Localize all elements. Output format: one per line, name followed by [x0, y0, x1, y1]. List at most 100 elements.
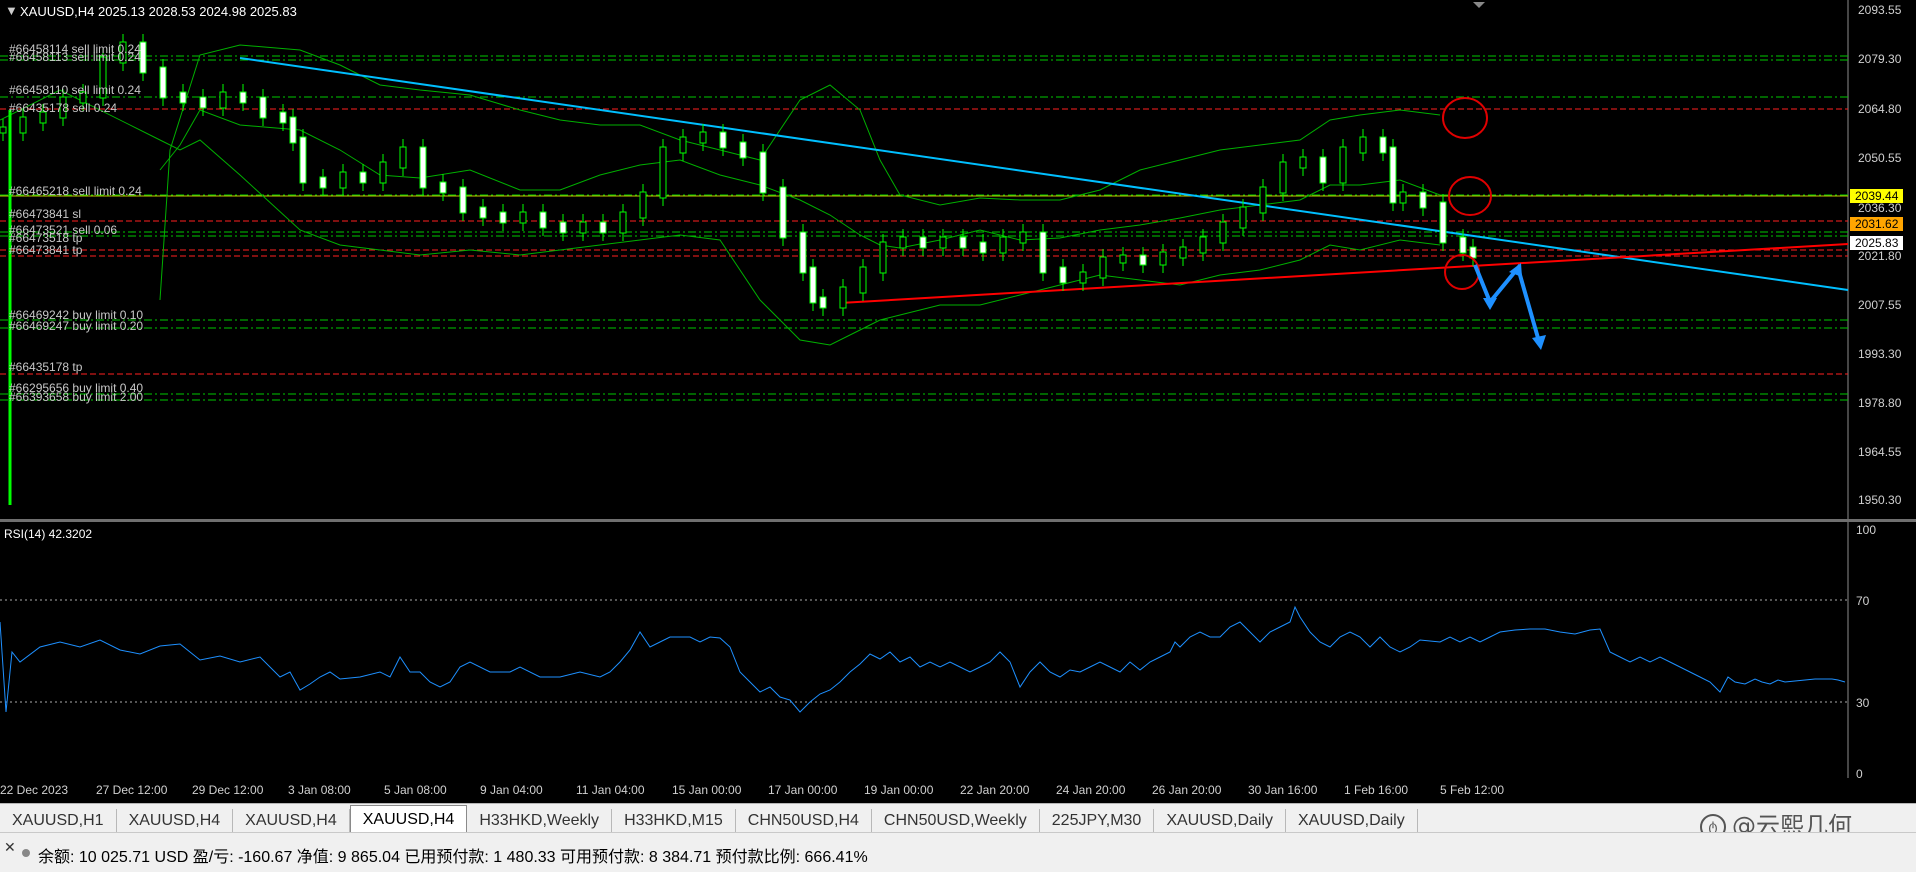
candle	[139, 41, 147, 74]
red-trendline[interactable]	[839, 243, 1849, 304]
svg-text:22 Dec 2023: 22 Dec 2023	[0, 783, 68, 797]
svg-text:1 Feb 16:00: 1 Feb 16:00	[1344, 783, 1408, 797]
candle	[1299, 156, 1307, 169]
candle	[1439, 201, 1447, 244]
svg-text:100: 100	[1856, 523, 1876, 537]
tab-xauusd-h4[interactable]: XAUUSD,H4	[117, 809, 234, 833]
svg-text:1978.80: 1978.80	[1858, 396, 1902, 410]
date-axis: 22 Dec 2023 27 Dec 12:00 29 Dec 12:00 3 …	[0, 778, 1916, 804]
candle	[339, 171, 347, 189]
candle	[979, 241, 987, 254]
order-labels: #66458114 sell limit 0.24 #66458113 sell…	[9, 42, 143, 404]
tab-xauusd-daily[interactable]: XAUUSD,Daily	[1154, 809, 1286, 833]
candle	[1079, 271, 1087, 284]
svg-text:▼: ▼	[5, 3, 18, 18]
candle	[459, 186, 467, 214]
candle	[1359, 136, 1367, 154]
svg-text:1993.30: 1993.30	[1858, 347, 1902, 361]
svg-text:2093.55: 2093.55	[1858, 3, 1902, 17]
bollinger-bands	[0, 44, 1441, 346]
candle	[419, 146, 427, 189]
rsi-line	[0, 605, 1846, 713]
svg-text:17 Jan 00:00: 17 Jan 00:00	[768, 783, 838, 797]
close-icon[interactable]: ✕	[4, 839, 16, 855]
candle	[899, 236, 907, 249]
order-label: #66473521 sell 0.06	[9, 223, 117, 237]
tab-h33hkd-m15[interactable]: H33HKD,M15	[612, 809, 736, 833]
status-dot-icon	[22, 849, 30, 857]
tab-h33hkd-weekly[interactable]: H33HKD,Weekly	[467, 809, 613, 833]
tab-chn50usd-weekly[interactable]: CHN50USD,Weekly	[872, 809, 1040, 833]
tab-xauusd-h1[interactable]: XAUUSD,H1	[0, 809, 117, 833]
svg-text:3 Jan 08:00: 3 Jan 08:00	[288, 783, 351, 797]
candle	[799, 231, 807, 274]
candle	[1399, 191, 1407, 204]
svg-text:24 Jan 20:00: 24 Jan 20:00	[1056, 783, 1126, 797]
candle	[1179, 246, 1187, 259]
price-tags: 2039.44 2031.62 2025.83	[1850, 189, 1903, 250]
candle	[1419, 191, 1427, 209]
order-label: #66473841 tp	[9, 243, 83, 257]
svg-text:9 Jan 04:00: 9 Jan 04:00	[480, 783, 543, 797]
candle	[1159, 251, 1167, 266]
candle	[279, 111, 287, 124]
tab-xauusd-h4-active[interactable]: XAUUSD,H4	[349, 805, 468, 833]
blue-trendline[interactable]	[239, 57, 1849, 291]
price-chart[interactable]: ▼ XAUUSD,H4 2025.13 2028.53 2024.98 2025…	[0, 0, 1916, 521]
candle	[1389, 146, 1397, 204]
candle	[659, 146, 667, 199]
candle	[1339, 146, 1347, 184]
order-label: #66295656 buy limit 0.40	[9, 381, 143, 395]
tab-xauusd-h4[interactable]: XAUUSD,H4	[233, 809, 350, 833]
candle	[289, 116, 297, 144]
tab-225jpy-m30[interactable]: 225JPY,M30	[1040, 809, 1155, 833]
svg-text:29 Dec 12:00: 29 Dec 12:00	[192, 783, 264, 797]
candle	[1059, 266, 1067, 284]
candle	[639, 191, 647, 219]
svg-text:11 Jan 04:00: 11 Jan 04:00	[576, 783, 645, 797]
svg-text:0: 0	[1856, 767, 1863, 781]
svg-text:2050.55: 2050.55	[1858, 151, 1902, 165]
svg-text:2031.62: 2031.62	[1855, 217, 1899, 231]
account-status-bar: ✕ 余额: 10 025.71 USD 盈/亏: -160.67 净值: 9 8…	[0, 832, 1916, 872]
candle	[779, 186, 787, 239]
svg-text:2025.83: 2025.83	[1855, 236, 1899, 250]
candle	[1259, 186, 1267, 214]
candle	[99, 56, 107, 99]
candle	[579, 221, 587, 234]
candle	[999, 236, 1007, 254]
pane-separator[interactable]	[0, 519, 1916, 522]
rsi-axis: 100 70 30 0	[1856, 523, 1876, 781]
svg-text:2036.30: 2036.30	[1858, 201, 1902, 215]
candle	[299, 136, 307, 184]
candle	[699, 131, 707, 144]
candle	[839, 286, 847, 309]
candle	[319, 176, 327, 189]
candle	[739, 141, 747, 159]
order-label: #66458113 sell limit 0.24	[9, 50, 141, 64]
candle	[399, 146, 407, 169]
candle	[1219, 221, 1227, 244]
svg-text:22 Jan 20:00: 22 Jan 20:00	[960, 783, 1030, 797]
svg-text:15 Jan 00:00: 15 Jan 00:00	[672, 783, 742, 797]
candle	[199, 96, 207, 109]
order-label: #66458114 sell limit 0.24	[9, 42, 141, 56]
candle	[809, 266, 817, 304]
order-label: #66458110 sell limit 0.24	[9, 83, 141, 97]
candle	[79, 91, 87, 104]
rsi-chart[interactable]: RSI(14) 42.3202 100 70 30 0	[0, 522, 1916, 803]
svg-text:2039.44: 2039.44	[1855, 189, 1899, 203]
svg-text:2064.80: 2064.80	[1858, 102, 1902, 116]
shift-marker-icon[interactable]	[1473, 2, 1485, 8]
tab-chn50usd-h4[interactable]: CHN50USD,H4	[736, 809, 872, 833]
candle	[259, 96, 267, 119]
candle	[1039, 231, 1047, 274]
symbol-info: XAUUSD,H4 2025.13 2028.53 2024.98 2025.8…	[20, 4, 297, 19]
tab-xauusd-daily[interactable]: XAUUSD,Daily	[1286, 809, 1418, 833]
candle	[439, 181, 447, 194]
svg-text:1964.55: 1964.55	[1858, 445, 1902, 459]
order-label: #66469247 buy limit 0.20	[9, 319, 143, 333]
candle	[559, 221, 567, 234]
candle	[959, 236, 967, 249]
order-label: #66473518 tp	[9, 231, 83, 245]
